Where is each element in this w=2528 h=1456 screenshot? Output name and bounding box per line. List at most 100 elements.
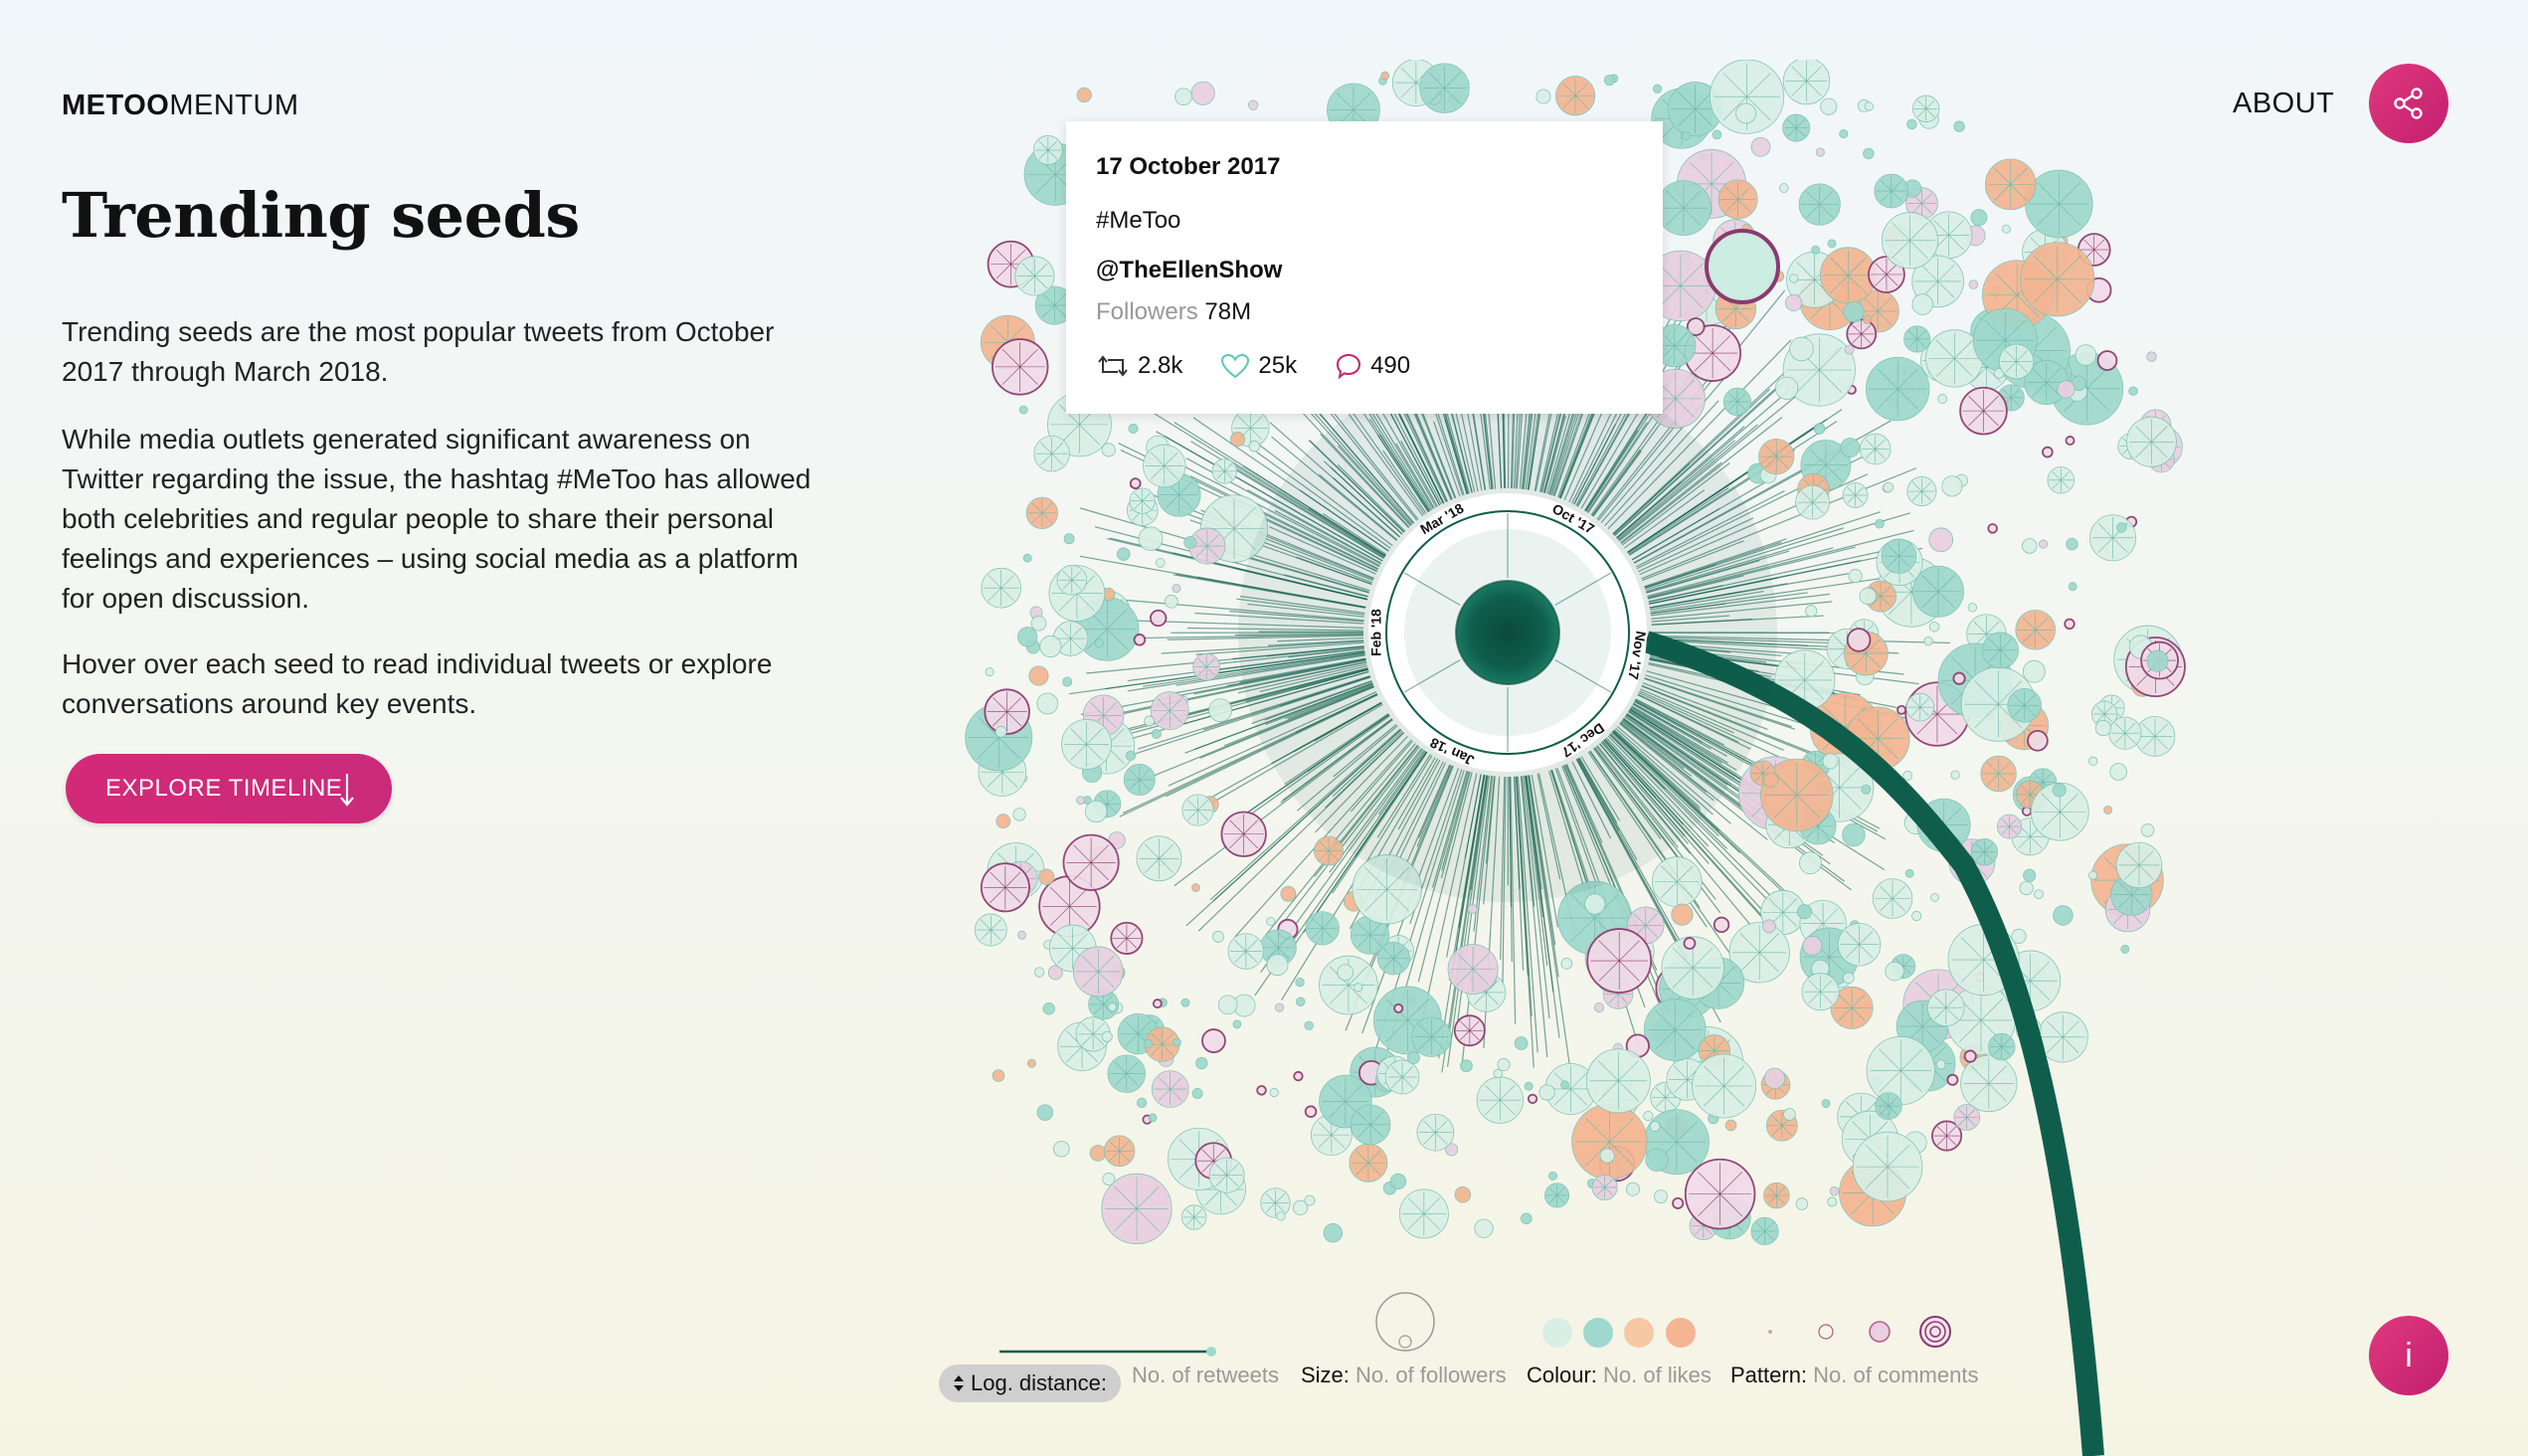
seed[interactable] (1997, 814, 2022, 839)
seed[interactable] (1763, 1182, 1790, 1209)
seed[interactable] (2022, 659, 2046, 683)
seed[interactable] (1762, 919, 1776, 934)
seed[interactable] (1815, 147, 1825, 157)
seed[interactable] (1380, 71, 1390, 81)
seed[interactable] (1843, 301, 1865, 323)
seed[interactable] (1181, 1204, 1207, 1230)
seed[interactable] (1384, 1059, 1420, 1095)
seed[interactable] (1813, 423, 1826, 435)
seed[interactable] (1349, 1143, 1388, 1183)
seed[interactable] (1837, 922, 1882, 967)
seed[interactable] (1928, 527, 1954, 553)
seed[interactable] (1722, 387, 1752, 417)
seed[interactable] (1039, 635, 1062, 658)
seed[interactable] (1266, 954, 1289, 977)
seed[interactable] (1903, 325, 1931, 353)
seed[interactable] (1022, 553, 1032, 563)
explore-timeline-button[interactable]: EXPLORE TIMELINE (66, 754, 392, 823)
seed[interactable] (1555, 76, 1596, 116)
seed[interactable] (1941, 475, 1963, 497)
seed[interactable] (1211, 458, 1237, 484)
seed[interactable] (1829, 1186, 1840, 1196)
seed[interactable] (1885, 961, 1904, 982)
seed[interactable] (1018, 405, 1028, 415)
seed[interactable] (1144, 715, 1156, 727)
seed[interactable] (1476, 1076, 1524, 1124)
seed[interactable] (984, 688, 1030, 735)
seed[interactable] (1453, 1014, 1486, 1047)
seed[interactable] (1846, 628, 1872, 652)
seed[interactable] (1905, 692, 1934, 722)
seed[interactable] (1724, 1119, 1737, 1132)
seed[interactable] (1181, 794, 1214, 826)
seed[interactable] (1599, 1148, 1615, 1164)
seed[interactable] (1859, 587, 1877, 605)
seed[interactable] (1107, 1002, 1117, 1012)
seed[interactable] (2115, 841, 2163, 889)
seed[interactable] (1926, 989, 1965, 1027)
seed[interactable] (1735, 102, 1757, 124)
seed[interactable] (1952, 671, 1966, 685)
seed[interactable] (1987, 523, 1998, 534)
highlighted-seed[interactable] (1705, 229, 1780, 304)
seed[interactable] (1981, 632, 2019, 669)
seed[interactable] (1820, 97, 1838, 115)
seed[interactable] (1960, 1054, 2018, 1113)
seed[interactable] (1928, 621, 1940, 633)
seed[interactable] (2020, 242, 2095, 317)
seed[interactable] (1212, 930, 1225, 943)
seed[interactable] (1192, 652, 1221, 681)
seed[interactable] (1389, 1173, 1407, 1190)
seed[interactable] (1717, 179, 1758, 220)
seed[interactable] (1151, 728, 1162, 739)
seed[interactable] (1280, 885, 1297, 902)
seed[interactable] (1681, 131, 1691, 141)
seed[interactable] (1789, 273, 1799, 283)
seed[interactable] (1863, 147, 1875, 160)
seed[interactable] (1811, 245, 1821, 255)
seed[interactable] (1585, 1048, 1651, 1114)
seed[interactable] (2064, 618, 2076, 631)
seed[interactable] (1980, 755, 2017, 793)
seed[interactable] (1150, 609, 1168, 628)
seed[interactable] (1953, 1104, 1981, 1131)
seed[interactable] (1354, 983, 1363, 993)
seed[interactable] (1668, 82, 1723, 137)
seed[interactable] (1033, 436, 1070, 472)
seed[interactable] (1872, 878, 1913, 919)
seed[interactable] (2007, 688, 2042, 723)
seed[interactable] (1778, 183, 1789, 193)
seed[interactable] (1911, 565, 1964, 618)
seed[interactable] (1935, 1059, 1946, 1070)
seed[interactable] (1493, 1068, 1503, 1079)
seed[interactable] (1728, 922, 1790, 984)
seed[interactable] (1036, 1104, 1054, 1121)
seed[interactable] (1304, 1194, 1316, 1206)
seed[interactable] (1110, 921, 1144, 955)
seed[interactable] (1208, 698, 1233, 723)
seed[interactable] (981, 567, 1022, 609)
seed[interactable] (1801, 973, 1840, 1011)
seed[interactable] (2039, 539, 2049, 549)
seed[interactable] (1896, 704, 1907, 715)
seed[interactable] (1323, 1222, 1344, 1243)
seed[interactable] (1038, 868, 1055, 885)
seed[interactable] (1398, 1188, 1449, 1239)
seed[interactable] (2088, 756, 2098, 767)
seed[interactable] (1902, 770, 1913, 781)
seed[interactable] (1447, 944, 1499, 995)
seed[interactable] (1875, 518, 1885, 529)
seed[interactable] (1822, 753, 1839, 770)
info-button[interactable]: i (2369, 1316, 2448, 1395)
seed[interactable] (1906, 476, 1937, 507)
seed[interactable] (2116, 522, 2127, 533)
seed[interactable] (2087, 870, 2098, 880)
seed[interactable] (2011, 928, 2027, 945)
seed[interactable] (1053, 1140, 1070, 1158)
seed[interactable] (1304, 1020, 1314, 1031)
seed[interactable] (1795, 1197, 1809, 1210)
seed[interactable] (1683, 937, 1697, 950)
seed[interactable] (1795, 484, 1831, 520)
seed[interactable] (1094, 638, 1104, 648)
about-link[interactable]: ABOUT (2233, 88, 2335, 119)
